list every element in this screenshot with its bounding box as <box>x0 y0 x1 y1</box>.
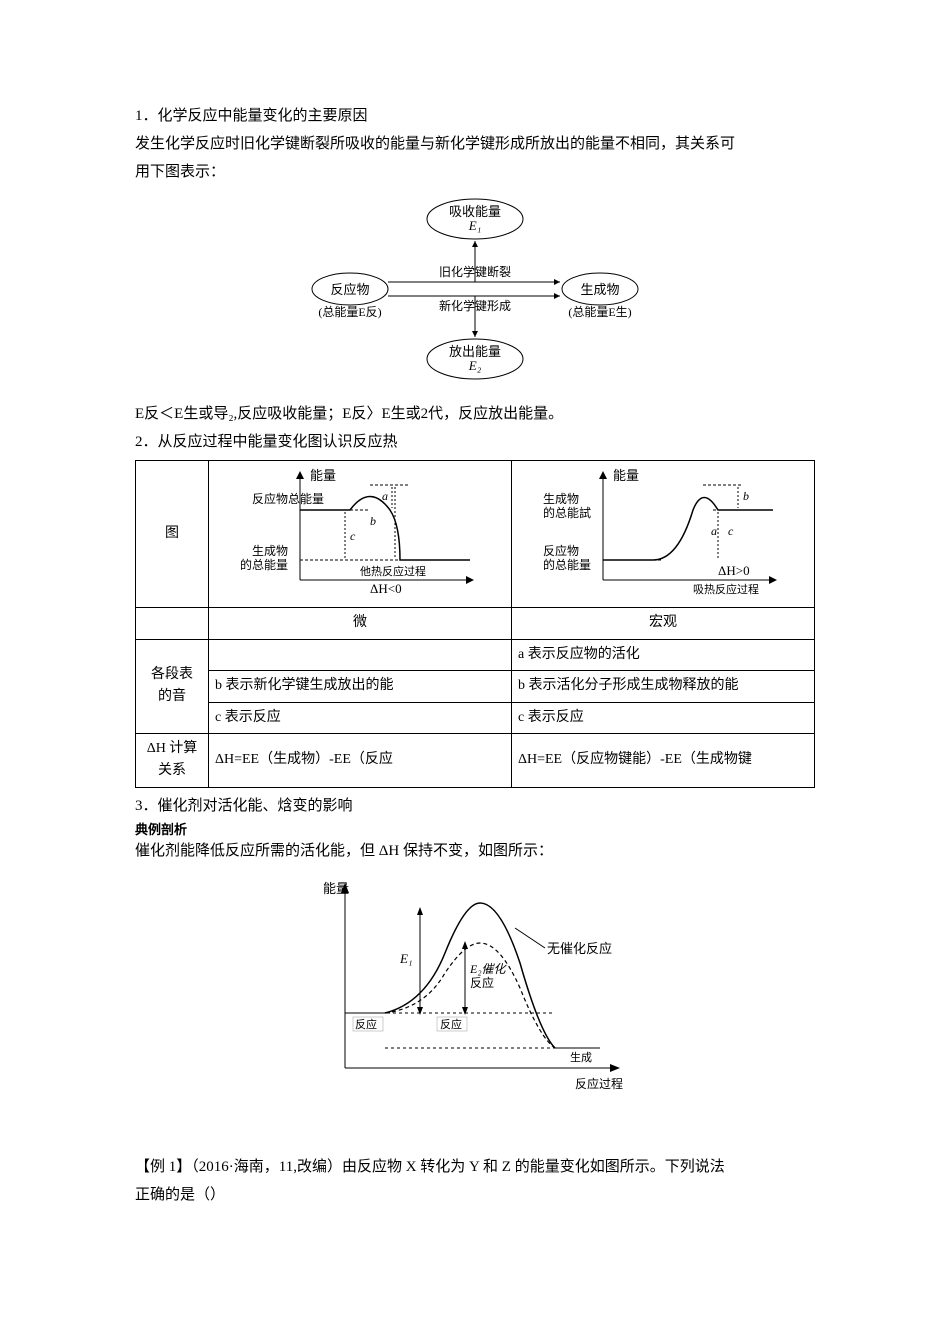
row-label-meaning: 的音 <box>158 689 186 704</box>
bond-energy-diagram: 吸收能量 E₁ 放出能量 E₂ 反应物 (总能量E反) 生成物 (总能量E生) … <box>135 194 815 392</box>
svg-text:c: c <box>728 524 734 538</box>
catalyst-diagram: 能量 反应过程 E₁ E₂催化 反应 无催化反应 <box>135 873 815 1111</box>
energy-table: 图 能量 反应物总能量 生成物 <box>135 460 815 788</box>
svg-text:的总能試: 的总能試 <box>543 505 591 520</box>
svg-text:他热反应过程: 他热反应过程 <box>360 564 426 578</box>
row-label-segments: 各段表 <box>151 667 193 682</box>
e2-label: E₂ <box>468 358 482 373</box>
svg-text:的总能量: 的总能量 <box>543 557 591 572</box>
svg-text:ΔH<0: ΔH<0 <box>370 581 402 595</box>
endothermic-chart: 能量 生成物 的总能試 反应物 的总能量 a b c <box>543 465 783 595</box>
example1-text: 【例 1】（2016·海南，11,改编）由反应物 X 转化为 Y 和 Z 的能量… <box>135 1155 815 1179</box>
section2-heading: 2．从反应过程中能量变化图认识反应热 <box>135 430 815 454</box>
svg-text:a: a <box>382 489 388 503</box>
reactant-label: 反应物 <box>330 282 369 297</box>
svg-text:反应: 反应 <box>355 1017 377 1031</box>
overlay-text: 典例剖析 <box>135 820 815 841</box>
row-label-relation: 关系 <box>158 763 186 778</box>
svg-text:ΔH>0: ΔH>0 <box>718 563 750 578</box>
svg-text:生成物: 生成物 <box>252 544 288 558</box>
exothermic-chart: 能量 反应物总能量 生成物 的总能量 a b c <box>240 465 480 595</box>
micro-b: b 表示新化学键生成放出的能 <box>209 671 512 702</box>
svg-text:反应物: 反应物 <box>543 543 579 558</box>
example1-text2: 正确的是（） <box>135 1183 815 1207</box>
svg-text:E₂催化: E₂催化 <box>469 962 508 976</box>
svg-text:无催化反应: 无催化反应 <box>547 941 612 956</box>
section1-heading: 1．化学反应中能量变化的主要原因 <box>135 104 815 128</box>
micro-c: c 表示反应 <box>209 702 512 733</box>
svg-text:生成: 生成 <box>570 1050 592 1064</box>
row-label-dh: ΔH 计算 <box>147 741 198 756</box>
macro-c: c 表示反应 <box>512 702 815 733</box>
svg-text:b: b <box>370 514 376 528</box>
micro-a <box>209 639 512 670</box>
absorb-label: 吸收能量 <box>449 204 501 219</box>
svg-text:的总能量: 的总能量 <box>240 557 288 572</box>
macro-header: 宏观 <box>512 608 815 639</box>
release-label: 放出能量 <box>449 344 501 359</box>
macro-b: b 表示活化分子形成生成物释放的能 <box>512 671 815 702</box>
svg-text:a: a <box>711 524 717 538</box>
macro-a: a 表示反应物的活化 <box>512 639 815 670</box>
svg-text:反应: 反应 <box>440 1017 462 1031</box>
svg-text:能量: 能量 <box>310 468 336 483</box>
reactant-sub: (总能量E反) <box>318 305 381 319</box>
dh-calc-right: ΔH=EE（反应物键能）-EE（生成物键 <box>512 733 815 787</box>
e1-label: E₁ <box>468 218 481 233</box>
svg-text:c: c <box>350 529 356 543</box>
section3-body: 催化剂能降低反应所需的活化能，但 ΔH 保持不变，如图所示： <box>135 839 815 863</box>
section1-line1: 发生化学反应时旧化学键断裂所吸收的能量与新化学键形成所放出的能量不相同，其关系可 <box>135 132 815 156</box>
condition-line: E反＜E生或导₂,反应吸收能量；E反〉E生或2代，反应放出能量。 <box>135 402 815 426</box>
svg-text:能量: 能量 <box>613 468 639 483</box>
dh-calc-left: ΔH=EE（生成物）-EE（反应 <box>209 733 512 787</box>
svg-text:能量: 能量 <box>323 881 349 896</box>
svg-text:吸热反应过程: 吸热反应过程 <box>693 582 759 595</box>
section1-line2: 用下图表示： <box>135 160 815 184</box>
row-label-diagram: 图 <box>136 461 209 608</box>
section3-heading: 3．催化剂对活化能、焓变的影响 <box>135 794 815 818</box>
svg-text:反应物总能量: 反应物总能量 <box>252 491 324 506</box>
svg-text:生成物: 生成物 <box>543 492 579 506</box>
svg-text:反应过程: 反应过程 <box>575 1076 623 1091</box>
product-sub: (总能量E生) <box>568 305 631 319</box>
product-label: 生成物 <box>580 282 619 297</box>
micro-header: 微 <box>209 608 512 639</box>
svg-text:反应: 反应 <box>470 975 494 990</box>
svg-text:E₁: E₁ <box>399 951 412 966</box>
svg-text:b: b <box>743 489 749 503</box>
